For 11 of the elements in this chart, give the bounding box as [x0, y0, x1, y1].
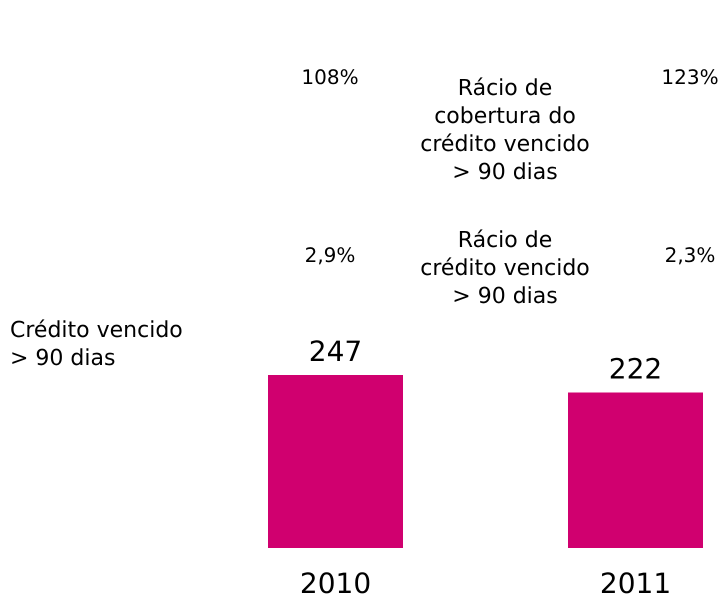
text: 108%	[301, 65, 359, 89]
x-tick-label: 2011	[600, 567, 672, 600]
text: Crédito vencido > 90 dias	[10, 318, 183, 371]
data-label: 247	[308, 335, 362, 368]
text: 123%	[661, 65, 719, 89]
data-label: 222	[608, 352, 662, 386]
text: 2,3%	[664, 243, 716, 267]
text: Rácio de cobertura do crédito vencido > 90 dias	[420, 76, 590, 185]
text: 2,9%	[304, 243, 356, 267]
x-tick-label: 2010	[300, 567, 372, 600]
text: Rácio de crédito vencido > 90 dias	[420, 228, 590, 309]
